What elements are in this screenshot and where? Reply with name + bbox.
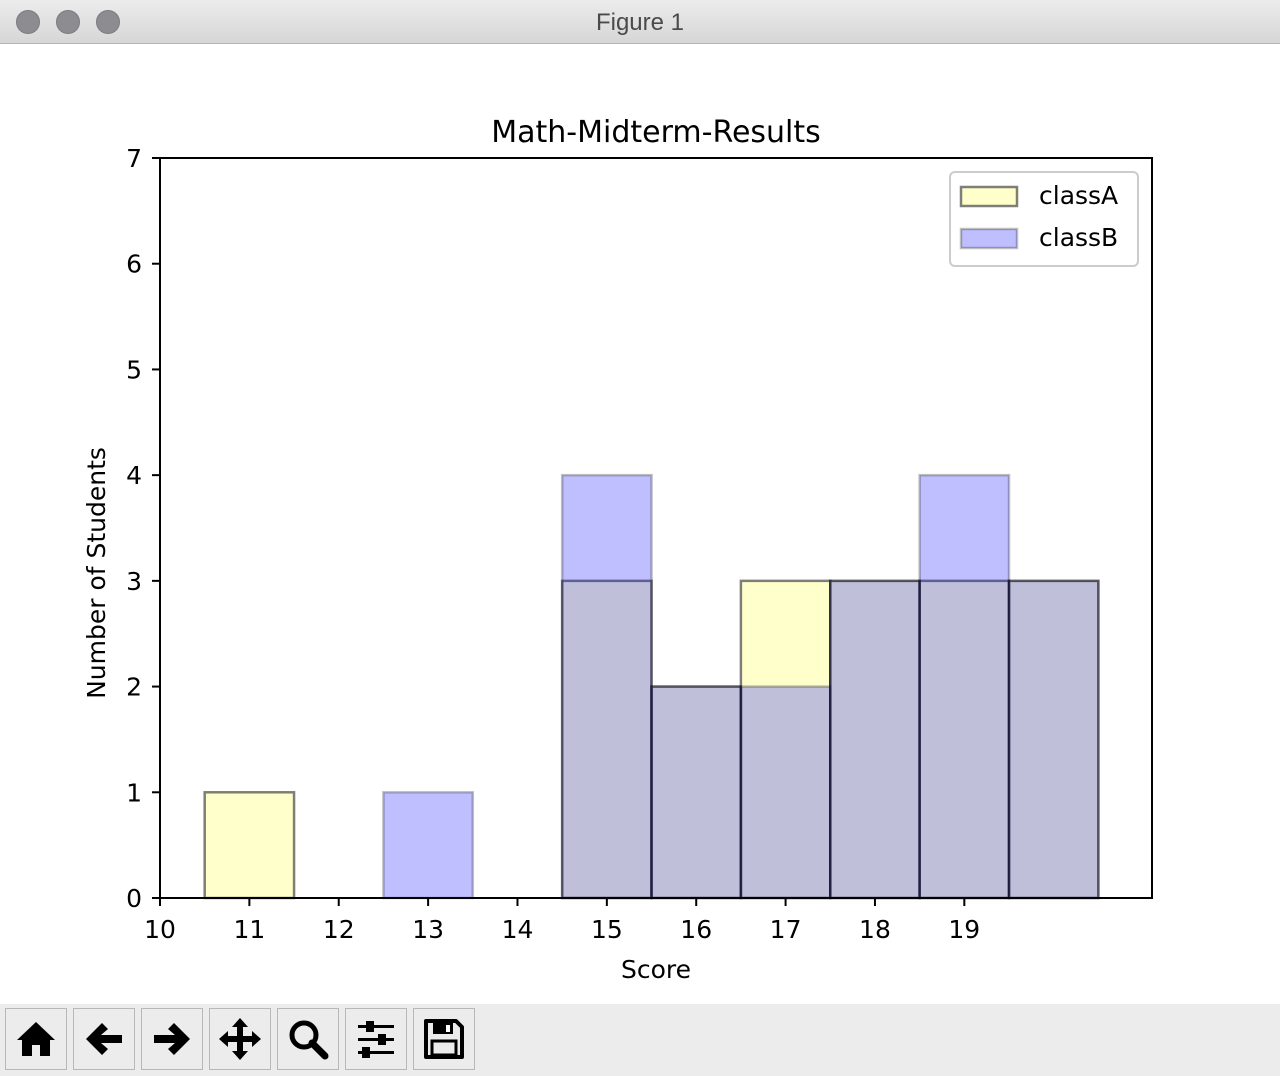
x-tick-label: 14: [502, 915, 534, 944]
y-axis-label: Number of Students: [82, 447, 111, 699]
x-tick-label: 15: [591, 915, 623, 944]
window-title: Figure 1: [595, 9, 685, 36]
legend-swatch-classB: [959, 227, 1019, 250]
y-tick-label: 0: [126, 884, 142, 913]
x-tick-label: 16: [680, 915, 712, 944]
home-button[interactable]: [5, 1008, 67, 1070]
x-tick-label: 12: [323, 915, 355, 944]
zoom-button[interactable]: [277, 1008, 339, 1070]
pan-button[interactable]: [209, 1008, 271, 1070]
arrow-left-icon: [86, 1023, 122, 1055]
legend-label-classA: classA: [1039, 181, 1118, 210]
y-tick-label: 1: [126, 778, 142, 807]
window-titlebar: Figure 1: [0, 0, 1280, 44]
legend: classA classB: [949, 171, 1139, 267]
x-tick-label: 11: [233, 915, 265, 944]
bar-classA-11: [203, 791, 296, 900]
bar-classB-15: [560, 473, 653, 900]
bar-classB-18: [829, 579, 921, 900]
bar-classA-19: [918, 579, 1011, 900]
x-tick-label: 10: [144, 915, 176, 944]
move-icon: [219, 1018, 261, 1060]
x-tick-label: 17: [770, 915, 802, 944]
home-icon: [17, 1022, 55, 1056]
minimize-window-button[interactable]: [56, 10, 80, 34]
histogram-chart: Math-Midterm-Results Score Number of Stu…: [82, 115, 1153, 984]
navigation-toolbar: [0, 1004, 1280, 1076]
y-tick-label: 3: [126, 567, 142, 596]
arrow-right-icon: [154, 1023, 190, 1055]
y-tick-label: 5: [126, 355, 142, 384]
legend-swatch-classA: [959, 185, 1019, 208]
forward-button[interactable]: [141, 1008, 203, 1070]
y-tick-label: 4: [126, 461, 142, 490]
bar-classA-17: [739, 579, 832, 900]
floppy-disk-icon: [424, 1019, 464, 1059]
legend-label-classB: classB: [1039, 223, 1118, 252]
x-axis-label: Score: [621, 955, 691, 984]
x-tick-label: 19: [948, 915, 980, 944]
bars-group: [203, 473, 1100, 900]
bar-classB-13: [382, 791, 475, 900]
bar-classB-20: [1007, 579, 1100, 900]
save-button[interactable]: [413, 1008, 475, 1070]
bar-classB-16: [650, 685, 743, 900]
magnifier-icon: [289, 1020, 329, 1060]
figure-canvas[interactable]: Math-Midterm-Results Score Number of Stu…: [0, 44, 1280, 1004]
close-window-button[interactable]: [16, 10, 40, 34]
y-tick-label: 7: [126, 144, 142, 173]
x-tick-label: 18: [859, 915, 891, 944]
zoom-window-button[interactable]: [96, 10, 120, 34]
x-tick-label: 13: [412, 915, 444, 944]
plot-frame: [159, 157, 1153, 899]
bar-classB-19: [918, 473, 1011, 900]
sliders-icon: [358, 1021, 394, 1058]
back-button[interactable]: [73, 1008, 135, 1070]
y-tick-label: 2: [126, 673, 142, 702]
bar-classB-17: [739, 685, 832, 900]
configure-subplots-button[interactable]: [345, 1008, 407, 1070]
chart-title: Math-Midterm-Results: [491, 115, 821, 150]
y-tick-label: 6: [126, 250, 142, 279]
